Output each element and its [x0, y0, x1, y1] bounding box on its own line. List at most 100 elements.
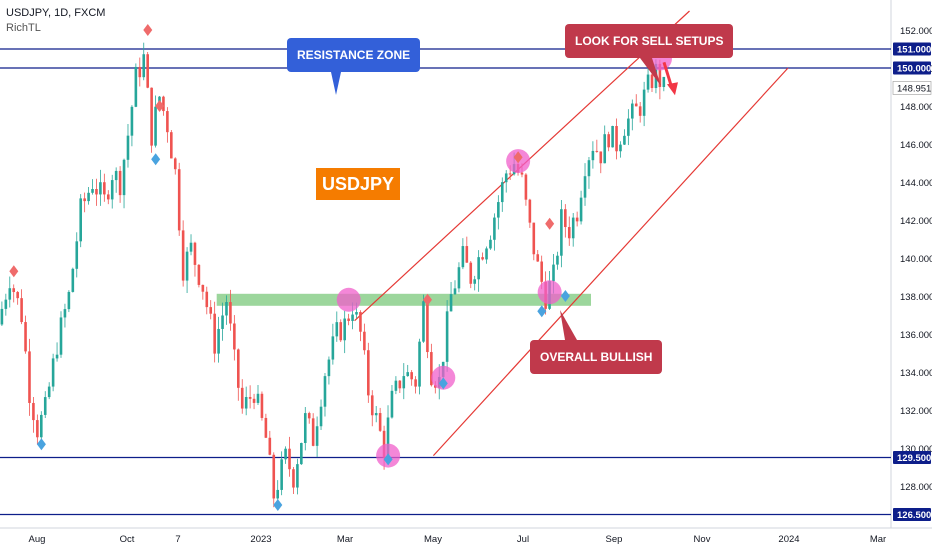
candle-body [398, 380, 402, 389]
candle-body [177, 169, 181, 231]
candle-body [4, 299, 8, 309]
y-tick-label: 140.000 [900, 254, 932, 265]
candle-body [24, 322, 27, 352]
overall-bullish-callout: OVERALL BULLISH [530, 340, 663, 374]
candle-body [181, 230, 185, 281]
sell-arrow-head [666, 82, 678, 96]
candle-body [166, 111, 169, 133]
candle-body [500, 182, 504, 203]
candle-body [536, 254, 540, 262]
candle-body [36, 420, 39, 438]
x-tick-label: 2024 [778, 534, 799, 545]
candle-body [587, 160, 591, 177]
candle-body [634, 103, 638, 107]
y-tick-label: 132.000 [900, 406, 932, 417]
x-tick-label: Sep [606, 534, 623, 545]
candle-body [173, 158, 177, 170]
candle-body [118, 170, 122, 196]
candle-body [142, 54, 146, 78]
last-price-bg [892, 81, 932, 95]
candle-body [567, 227, 571, 239]
candle-body [623, 135, 626, 145]
candle-body [615, 125, 618, 152]
candle-body [449, 294, 453, 312]
candle-body [540, 261, 543, 282]
candle-body [248, 397, 252, 399]
candle-body [311, 418, 315, 446]
candle-body [465, 246, 469, 263]
resistance-zone-callout: RESISTANCE ZONE [287, 38, 421, 72]
candle-body [520, 172, 524, 175]
candle-body [493, 217, 496, 240]
level-label-bg [893, 61, 931, 75]
candle-body [418, 341, 421, 387]
top-marker-diamond [9, 265, 19, 278]
candle-body [193, 242, 197, 265]
bottom-marker-diamond [273, 499, 283, 511]
candle-body [603, 134, 607, 164]
candle-body [631, 103, 634, 119]
y-tick-label: 148.000 [900, 102, 932, 113]
candle-body [95, 189, 98, 195]
candle-body [154, 106, 157, 146]
candle-body [524, 174, 528, 200]
candle-body [185, 251, 189, 281]
y-tick-label: 142.000 [900, 216, 932, 227]
y-tick-label: 138.000 [900, 292, 932, 303]
candle-body [288, 448, 291, 470]
candle-body [130, 106, 134, 136]
candle-body [485, 248, 488, 260]
candle-body [126, 135, 130, 160]
level-label: 126.500 [897, 510, 931, 521]
candle-body [150, 87, 153, 146]
candle-body [595, 150, 599, 152]
candle-body [40, 414, 43, 438]
bottom-marker-diamond [36, 438, 46, 451]
candle-body [83, 198, 86, 202]
candle-body [650, 74, 654, 89]
candle-body [363, 331, 366, 351]
candle-body [374, 413, 378, 416]
candle-body [47, 386, 51, 398]
candle-body [347, 318, 350, 321]
candle-body [406, 372, 410, 377]
candle-body [237, 349, 240, 388]
y-tick-label: 134.000 [900, 368, 932, 379]
top-marker-diamond [143, 24, 153, 36]
candle-body [662, 76, 666, 88]
candle-body [75, 241, 79, 269]
bottom-marker-diamond [560, 290, 570, 302]
candle-body [508, 173, 512, 175]
candle-body [528, 199, 532, 223]
y-tick-label: 146.000 [900, 140, 932, 151]
level-label: 150.000 [897, 64, 931, 75]
candle-body [457, 267, 461, 289]
candle-body [12, 288, 16, 293]
y-tick-label: 152.000 [900, 26, 932, 37]
candle-body [240, 387, 244, 409]
candle-body [461, 246, 465, 268]
candle-body [260, 393, 264, 418]
candle-body [67, 291, 71, 310]
x-tick-label: 7 [175, 534, 180, 545]
candle-body [0, 308, 4, 325]
candle-body [300, 443, 303, 465]
candle-body [280, 459, 283, 490]
candle-body [189, 242, 193, 252]
author-label: RichTL [6, 22, 41, 34]
candle-body [359, 312, 362, 332]
x-tick-label: 2023 [250, 534, 271, 545]
sell-callout-pointer [640, 58, 661, 86]
y-tick-label: 128.000 [900, 482, 932, 493]
candle-body [201, 284, 205, 292]
candle-body [532, 222, 536, 255]
candle-body [564, 209, 567, 228]
channel-lower-line [432, 67, 789, 457]
candle-body [382, 430, 386, 458]
x-tick-label: Oct [120, 534, 135, 545]
candle-body [556, 255, 559, 265]
candle-body [504, 173, 508, 183]
symbol-label[interactable]: USDJPY, 1D, FXCM [6, 7, 106, 19]
candle-body [481, 257, 484, 260]
